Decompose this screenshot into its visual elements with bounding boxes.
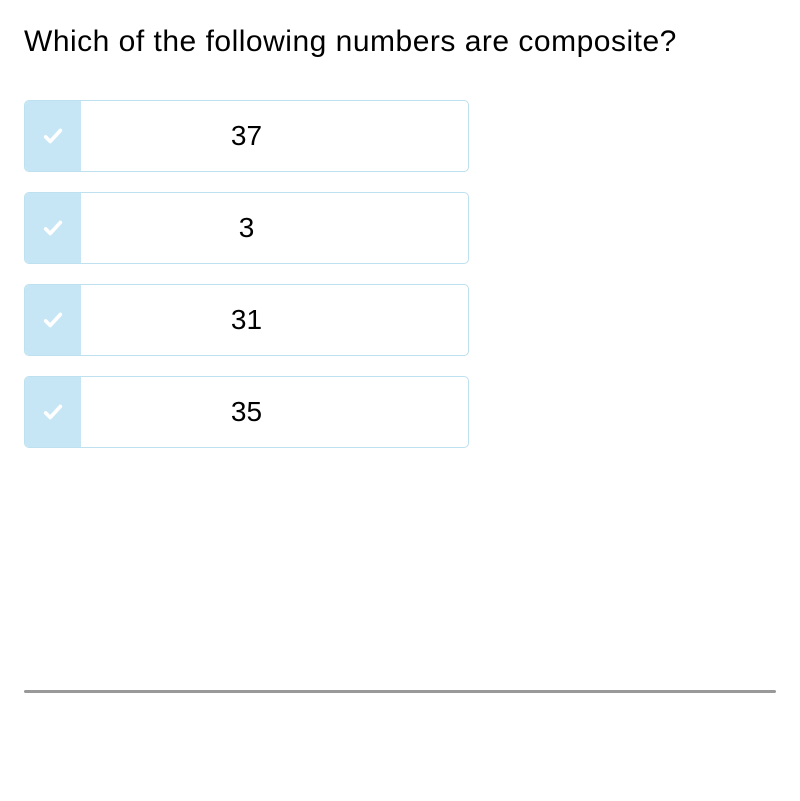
option-label: 31 xyxy=(81,285,468,355)
divider xyxy=(24,690,776,693)
option-checkbox[interactable] xyxy=(25,377,81,447)
option-checkbox[interactable] xyxy=(25,285,81,355)
checkmark-icon xyxy=(42,217,64,239)
checkmark-icon xyxy=(42,309,64,331)
option-checkbox[interactable] xyxy=(25,101,81,171)
option-item[interactable]: 37 xyxy=(24,100,469,172)
options-list: 37 3 31 35 xyxy=(24,100,469,448)
option-item[interactable]: 3 xyxy=(24,192,469,264)
question-text: Which of the following numbers are compo… xyxy=(24,20,776,64)
option-label: 37 xyxy=(81,101,468,171)
option-label: 35 xyxy=(81,377,468,447)
option-item[interactable]: 31 xyxy=(24,284,469,356)
option-item[interactable]: 35 xyxy=(24,376,469,448)
option-label: 3 xyxy=(81,193,468,263)
checkmark-icon xyxy=(42,401,64,423)
checkmark-icon xyxy=(42,125,64,147)
option-checkbox[interactable] xyxy=(25,193,81,263)
